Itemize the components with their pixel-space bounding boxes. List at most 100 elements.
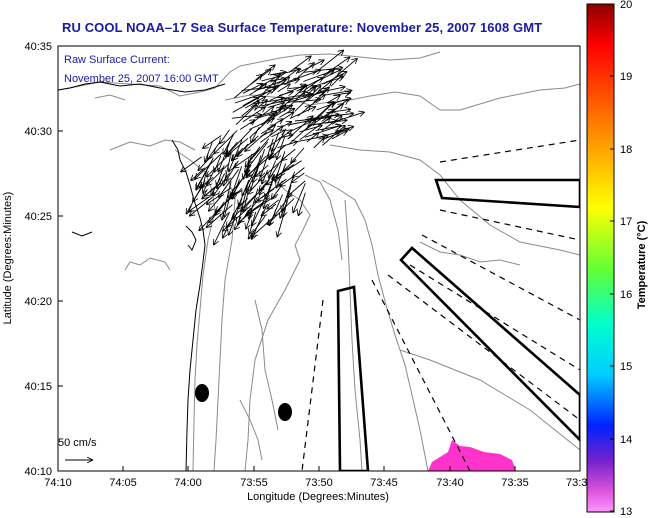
current-vector xyxy=(239,206,258,222)
current-vector xyxy=(181,156,202,172)
current-vector xyxy=(209,194,223,211)
current-vector xyxy=(267,119,283,130)
current-vector xyxy=(280,201,288,218)
current-vector xyxy=(219,141,231,172)
current-vector xyxy=(277,136,286,159)
colorbar-tick-label: 14 xyxy=(620,434,632,446)
current-vector xyxy=(275,193,293,216)
radar-dashed-lines xyxy=(301,139,580,471)
current-vector xyxy=(232,98,259,113)
current-vector xyxy=(205,182,222,196)
current-vector xyxy=(200,176,214,187)
current-vector xyxy=(238,143,249,156)
current-vector xyxy=(239,120,254,130)
current-vector xyxy=(245,141,269,172)
current-vector xyxy=(267,199,280,209)
x-tick-labels: 74:10 74:05 74:00 73:55 73:50 73:45 73:4… xyxy=(44,477,587,489)
current-vector xyxy=(276,160,302,177)
current-vector xyxy=(259,112,277,118)
current-vector xyxy=(288,57,311,73)
current-vector xyxy=(222,181,232,219)
current-vector xyxy=(268,198,295,225)
x-tick-label: 74:05 xyxy=(109,477,137,489)
colorbar-tick-label: 13 xyxy=(620,506,632,518)
current-vector xyxy=(294,86,321,112)
current-vector xyxy=(235,105,256,126)
current-vector xyxy=(269,85,306,101)
map-title: RU COOL NOAA–17 Sea Surface Temperature:… xyxy=(62,20,543,35)
current-vector xyxy=(331,59,357,81)
current-vector xyxy=(252,195,267,225)
current-vector xyxy=(246,146,261,167)
current-vector xyxy=(262,81,276,95)
current-vector xyxy=(279,113,294,122)
current-vector xyxy=(205,142,213,162)
axis-ticks xyxy=(57,45,516,472)
current-vector xyxy=(322,126,345,146)
current-vector xyxy=(272,164,295,180)
current-vector xyxy=(288,120,316,145)
current-vector xyxy=(258,188,275,201)
x-tick-label: 74:00 xyxy=(174,477,202,489)
current-vector xyxy=(249,188,259,219)
current-vector xyxy=(244,194,248,211)
x-tick-label: 73:3 xyxy=(566,477,587,489)
colorbar xyxy=(586,3,615,513)
plot-frame xyxy=(57,45,581,472)
current-vector xyxy=(235,201,257,229)
current-vector xyxy=(245,131,268,151)
current-vector xyxy=(297,60,324,74)
current-vector xyxy=(207,204,233,227)
current-vector xyxy=(256,164,269,176)
colorbar-tick-label: 19 xyxy=(620,71,632,83)
current-vector xyxy=(191,167,206,181)
current-vector xyxy=(272,184,283,199)
sst-patch xyxy=(428,440,516,471)
plot-area xyxy=(58,51,580,471)
colorbar-tick-label: 20 xyxy=(620,0,632,11)
current-vector xyxy=(279,94,313,103)
current-vector xyxy=(260,126,282,143)
current-vector xyxy=(293,183,306,212)
current-vector xyxy=(297,106,310,117)
x-tick-label: 74:10 xyxy=(44,477,72,489)
current-vector xyxy=(227,141,238,155)
current-vector xyxy=(304,126,341,138)
current-vector xyxy=(299,117,331,141)
current-vector xyxy=(249,84,266,96)
colorbar-label: Temperature (°C) xyxy=(636,220,648,309)
current-vector xyxy=(330,114,353,117)
current-vector xyxy=(234,149,260,168)
current-vector xyxy=(198,152,215,170)
colorbar-tick-label: 16 xyxy=(620,289,632,301)
current-vector xyxy=(284,158,297,170)
x-tick-label: 73:40 xyxy=(436,477,464,489)
current-vector xyxy=(242,107,265,123)
current-vector xyxy=(226,160,239,181)
y-tick-label: 40:30 xyxy=(24,126,52,138)
current-vector xyxy=(277,208,287,236)
y-tick-label: 40:35 xyxy=(24,41,52,53)
current-vector xyxy=(292,172,305,182)
current-vector xyxy=(189,191,217,211)
current-vector xyxy=(303,71,333,82)
current-vector xyxy=(239,179,250,206)
current-label-line1: Raw Surface Current: xyxy=(64,54,170,66)
surface-current-vectors xyxy=(181,51,364,245)
current-vector xyxy=(226,212,238,227)
current-label-line2: November 25, 2007 16:00 GMT xyxy=(64,73,219,85)
current-vector xyxy=(230,189,243,198)
current-vector xyxy=(224,200,230,217)
current-vector xyxy=(293,167,305,177)
x-tick-label: 73:35 xyxy=(501,477,529,489)
buoy-marker xyxy=(195,384,209,402)
current-vector xyxy=(251,126,260,142)
current-vector xyxy=(220,129,230,143)
colorbar-ticks xyxy=(610,3,614,512)
current-vector xyxy=(215,155,222,172)
buoy-marker xyxy=(278,403,292,421)
current-vector xyxy=(233,75,262,99)
current-vector xyxy=(303,69,334,92)
current-vector xyxy=(291,147,305,163)
current-vector xyxy=(304,68,342,73)
